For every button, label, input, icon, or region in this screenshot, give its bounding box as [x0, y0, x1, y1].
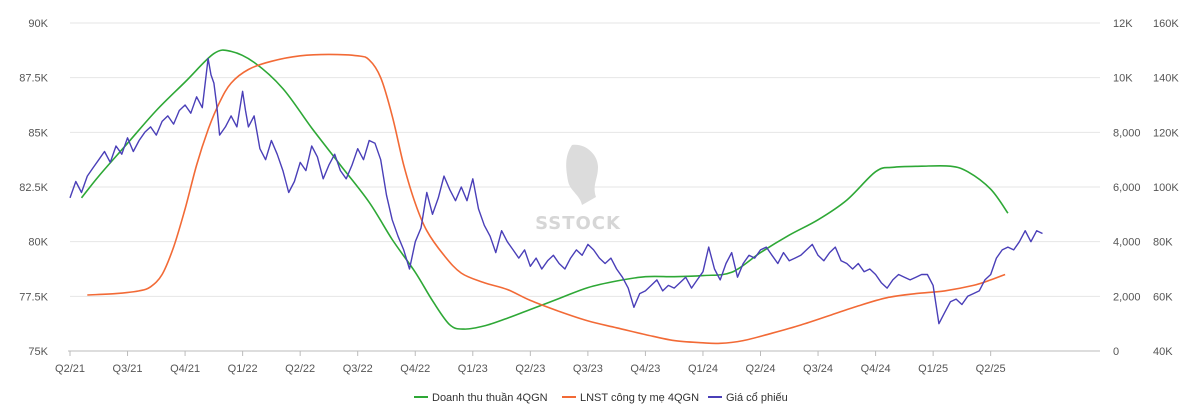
legend-label: Giá cổ phiếu: [726, 392, 788, 404]
x-axis-tick-label: Q1/23: [458, 363, 488, 375]
right-axis-2-tick: 120K: [1153, 127, 1179, 139]
x-axis-tick-label: Q3/24: [803, 363, 833, 375]
legend-label: Doanh thu thuần 4QGN: [432, 392, 548, 404]
right-axis-1-tick: 12K: [1113, 18, 1133, 30]
revenue-line: [80, 49, 1009, 330]
legend-label: LNST công ty mẹ 4QGN: [580, 392, 699, 404]
right-axis-2-tick: 160K: [1153, 18, 1179, 30]
right-axis-2-tick: 140K: [1153, 73, 1179, 85]
legend-item-profit[interactable]: LNST công ty mẹ 4QGN: [562, 392, 699, 404]
x-axis-tick-label: Q3/21: [113, 363, 143, 375]
right-axis-1-tick: 0: [1113, 346, 1119, 358]
x-axis-tick-label: Q1/25: [918, 363, 948, 375]
x-axis-tick-label: Q4/22: [400, 363, 430, 375]
gridlines: [70, 22, 1100, 352]
right-axis-1-tick: 8,000: [1113, 127, 1141, 139]
right-axis-1-tick: 4,000: [1113, 237, 1141, 249]
sstock-watermark: SSTOCK: [535, 144, 621, 234]
x-axis-tick-label: Q2/25: [976, 363, 1006, 375]
left-axis-tick: 82.5K: [19, 182, 48, 194]
x-axis-tick-label: Q1/24: [688, 363, 718, 375]
legend-item-revenue[interactable]: Doanh thu thuần 4QGN: [414, 392, 548, 404]
legend-item-stock-price[interactable]: Giá cổ phiếu: [708, 392, 788, 404]
right-axis-2-tick: 40K: [1153, 346, 1173, 358]
right-axis-1-tick: 6,000: [1113, 182, 1141, 194]
stock-price-line: [69, 57, 1043, 325]
x-axis-tick-label: Q2/22: [285, 363, 315, 375]
left-axis-tick: 80K: [28, 237, 48, 249]
left-axis-tick: 90K: [28, 18, 48, 30]
axes: 75K 77.5K 80K 82.5K 85K 87.5K 90K 0 2,000 4,000 6,…: [19, 18, 1179, 375]
horse-head-logo: [566, 144, 598, 205]
x-axis-tick-label: Q3/23: [573, 363, 603, 375]
right-axis-2-tick: 80K: [1153, 237, 1173, 249]
right-axis-2-tick: 100K: [1153, 182, 1179, 194]
left-axis-tick: 77.5K: [19, 291, 48, 303]
left-axis-tick: 85K: [28, 127, 48, 139]
left-axis-tick: 87.5K: [19, 73, 48, 85]
x-axis-tick-label: Q4/21: [170, 363, 200, 375]
legend[interactable]: Doanh thu thuần 4QGN LNST công ty mẹ 4QGN…: [414, 392, 788, 404]
right-axis-2-tick: 60K: [1153, 291, 1173, 303]
x-axis-tick-label: Q3/22: [343, 363, 373, 375]
left-axis-tick: 75K: [28, 346, 48, 358]
x-axis-tick-label: Q4/23: [630, 363, 660, 375]
series-lines: [69, 49, 1043, 345]
x-axis-tick-label: Q2/21: [55, 363, 85, 375]
right-axis-1-tick: 10K: [1113, 73, 1133, 85]
right-axis-1-tick: 2,000: [1113, 291, 1141, 303]
x-axis-tick-label: Q2/23: [515, 363, 545, 375]
watermark-text: SSTOCK: [535, 213, 621, 234]
x-axis-tick-label: Q2/24: [746, 363, 776, 375]
profit-line: [87, 53, 1006, 345]
x-axis-tick-label: Q1/22: [228, 363, 258, 375]
x-axis-tick-label: Q4/24: [861, 363, 891, 375]
